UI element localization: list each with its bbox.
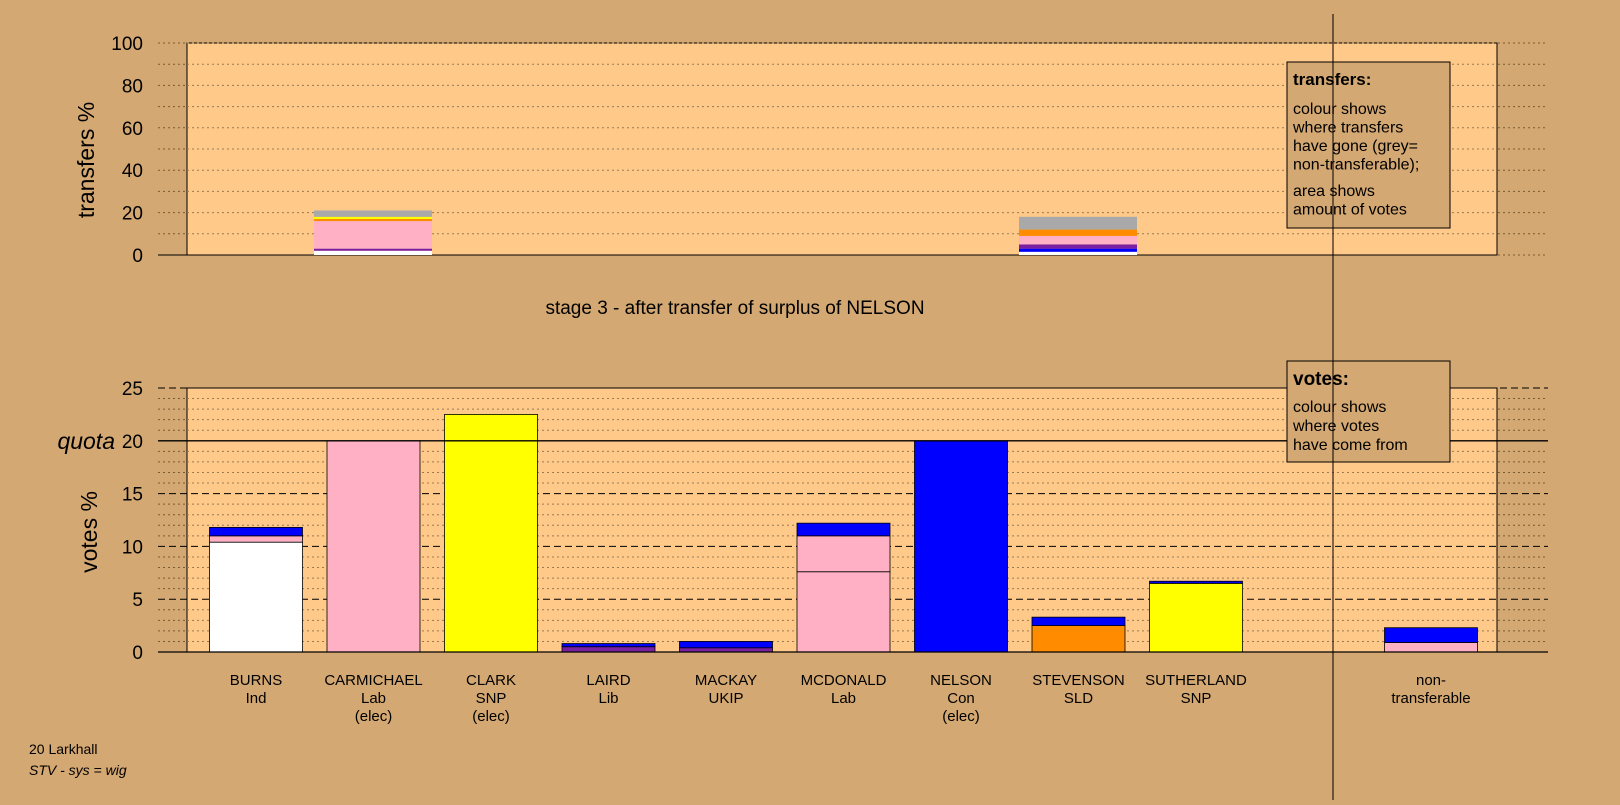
transfers-chart: 0 20 40 60 80 100 transfers % bbox=[73, 34, 1548, 267]
candidate-party-label: Con bbox=[947, 690, 975, 707]
candidate-name-label: BURNS bbox=[230, 672, 283, 689]
candidate-party-label: SNP bbox=[476, 690, 507, 707]
transfers-legend-box bbox=[1286, 61, 1451, 229]
vote-bar-segment bbox=[209, 526, 303, 537]
transfer-bar-segment bbox=[1019, 229, 1137, 236]
transfers-legend-line: non-transferable); bbox=[1293, 157, 1419, 174]
votes-chart: BURNSIndCARMICHAELLab(elec)CLARKSNP(elec… bbox=[57, 379, 1548, 725]
vote-bar-segment bbox=[1384, 627, 1478, 643]
transfer-bar-segment bbox=[1019, 251, 1137, 255]
transfers-legend-title: transfers: bbox=[1293, 70, 1371, 89]
votes-legend-line: colour shows bbox=[1293, 399, 1386, 416]
votes-legend-title: votes: bbox=[1293, 369, 1349, 390]
transfers-legend-line: have gone (grey= bbox=[1293, 138, 1418, 155]
transfer-bar-segment bbox=[314, 221, 432, 249]
candidate-party-label: Lib bbox=[598, 690, 618, 707]
transfer-bar-segment bbox=[314, 218, 432, 222]
quota-label: quota bbox=[57, 428, 115, 454]
vote-bar-segment bbox=[561, 643, 656, 648]
candidate-name-label: MACKAY bbox=[695, 672, 757, 689]
vote-bar-segment bbox=[561, 646, 656, 653]
candidate-elected-label: (elec) bbox=[942, 708, 980, 725]
transfers-legend-line: colour shows bbox=[1293, 101, 1386, 118]
votes-y-tick-label: 25 bbox=[122, 379, 143, 400]
transfers-y-tick-label: 100 bbox=[111, 34, 143, 55]
candidate-party-label: Lab bbox=[361, 690, 386, 707]
vote-bar-segment bbox=[326, 440, 421, 653]
candidate-party-label: SNP bbox=[1181, 690, 1212, 707]
candidate-name-label: STEVENSON bbox=[1032, 672, 1125, 689]
candidate-party-label: Ind bbox=[246, 690, 267, 707]
transfers-y-tick-label: 0 bbox=[132, 246, 143, 267]
transfers-y-tick-label: 40 bbox=[122, 161, 143, 182]
vote-bar-segment bbox=[1149, 580, 1243, 584]
transfers-y-axis-label: transfers % bbox=[73, 102, 99, 218]
transfers-y-tick-label: 20 bbox=[122, 204, 143, 225]
votes-legend-box bbox=[1286, 360, 1451, 463]
votes-y-tick-label: 15 bbox=[122, 485, 143, 506]
transfer-bar-segment bbox=[314, 210, 432, 217]
vote-bar-segment bbox=[796, 522, 891, 537]
votes-legend-line: have come from bbox=[1293, 437, 1408, 454]
candidate-party-label: UKIP bbox=[708, 690, 743, 707]
stage-title: stage 3 - after transfer of surplus of N… bbox=[545, 298, 924, 319]
transfers-legend-line: where transfers bbox=[1292, 120, 1403, 137]
votes-legend-line: where votes bbox=[1292, 418, 1379, 435]
transfer-bar-segment bbox=[314, 216, 432, 219]
candidate-party-label: Lab bbox=[831, 690, 856, 707]
votes-y-axis-label: votes % bbox=[76, 491, 102, 573]
vote-bar-segment bbox=[796, 535, 891, 573]
candidate-party-label: transferable bbox=[1391, 690, 1470, 707]
vote-bar-segment bbox=[796, 571, 891, 653]
votes-y-tick-label: 0 bbox=[132, 643, 143, 664]
candidate-party-label: SLD bbox=[1064, 690, 1093, 707]
chart-text: stage 3 - after transfer of surplus of N… bbox=[29, 298, 925, 778]
transfer-bar-segment bbox=[314, 248, 432, 251]
transfers-y-tick-label: 60 bbox=[122, 119, 143, 140]
candidate-name-label: LAIRD bbox=[586, 672, 630, 689]
vote-bar-segment bbox=[1384, 642, 1478, 653]
footer-line1: 20 Larkhall bbox=[29, 741, 98, 757]
transfers-y-tick-label: 80 bbox=[122, 76, 143, 97]
votes-y-tick-label: 10 bbox=[122, 537, 143, 558]
candidate-name-label: CARMICHAEL bbox=[324, 672, 422, 689]
transfer-bar-segment bbox=[1019, 248, 1137, 252]
vote-bar-segment bbox=[1031, 625, 1126, 653]
transfer-bar-segment bbox=[1019, 244, 1137, 249]
candidate-name-label: NELSON bbox=[930, 672, 992, 689]
vote-bar-segment bbox=[1149, 582, 1243, 653]
footer-line2: STV - sys = wig bbox=[29, 762, 127, 778]
transfer-bar-segment bbox=[1019, 216, 1137, 230]
candidate-name-label: CLARK bbox=[466, 672, 516, 689]
transfer-bar-segment bbox=[1019, 235, 1137, 245]
vote-bar-segment bbox=[914, 440, 1008, 653]
votes-y-tick-label: 20 bbox=[122, 432, 143, 453]
vote-bar-segment bbox=[444, 413, 538, 653]
vote-bar-segment bbox=[1031, 616, 1126, 626]
candidate-name-label: non- bbox=[1416, 672, 1446, 689]
vote-bar-segment bbox=[209, 541, 303, 653]
vote-bar-segment bbox=[209, 535, 303, 543]
candidate-elected-label: (elec) bbox=[472, 708, 510, 725]
candidate-elected-label: (elec) bbox=[355, 708, 393, 725]
votes-y-tick-label: 5 bbox=[132, 590, 143, 611]
vote-bar-segment bbox=[679, 641, 773, 649]
candidate-name-label: SUTHERLAND bbox=[1145, 672, 1247, 689]
candidate-name-label: MCDONALD bbox=[801, 672, 887, 689]
transfers-legend-line: amount of votes bbox=[1293, 202, 1407, 219]
transfer-bar-segment bbox=[314, 250, 432, 255]
transfers-legend-line: area shows bbox=[1293, 183, 1375, 200]
